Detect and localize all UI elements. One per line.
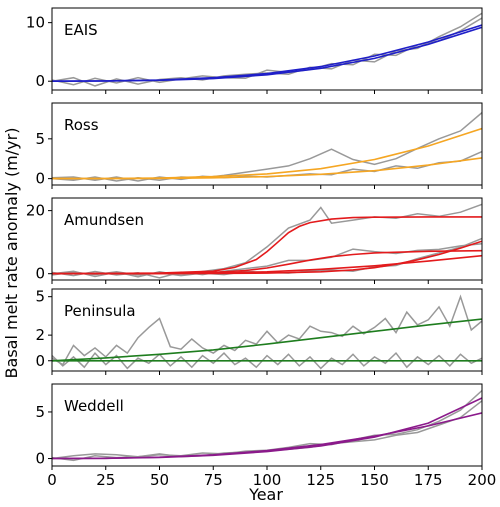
noise-series-3 xyxy=(52,237,482,277)
noise-series-2 xyxy=(52,351,482,370)
panel-label: Weddell xyxy=(64,397,124,415)
fit-curve-4 xyxy=(52,254,482,275)
y-tick-label: 0 xyxy=(35,170,45,188)
fit-curve-2 xyxy=(52,26,482,82)
x-tick-label: 125 xyxy=(306,471,335,489)
panel-label: Ross xyxy=(64,116,99,134)
plot-area xyxy=(52,389,482,462)
x-tick-label: 25 xyxy=(96,471,115,489)
x-tick-label: 50 xyxy=(150,471,169,489)
y-tick-label: 5 xyxy=(35,130,45,148)
x-tick-label: 150 xyxy=(360,471,389,489)
y-tick-label: 0 xyxy=(35,72,45,90)
panel-weddell: 0 5 Weddell 0 25 50 75 100 125 150 175 200 xyxy=(35,383,497,489)
panel-label: Peninsula xyxy=(64,302,136,320)
plot-area xyxy=(52,294,482,370)
y-tick-label: 2 xyxy=(35,326,45,344)
y-tick-label: 10 xyxy=(26,14,45,32)
fit-curve-1 xyxy=(52,318,482,362)
panel-amundsen: 0 20 Amundsen xyxy=(26,197,483,284)
panel-peninsula: 0 2 5 Peninsula xyxy=(35,288,483,375)
x-tick-label: 0 xyxy=(47,471,57,489)
y-tick-label: 0 xyxy=(35,352,45,370)
y-tick-label: 0 xyxy=(35,265,45,283)
y-axis-label: Basal melt rate anomaly (m/yr) xyxy=(2,128,21,379)
noise-series-1 xyxy=(52,112,482,182)
x-tick-label: 200 xyxy=(468,471,497,489)
x-tick-label: 175 xyxy=(414,471,443,489)
noise-series-1 xyxy=(52,294,482,366)
panel-ross: 0 5 Ross xyxy=(35,102,483,189)
y-tick-label: 5 xyxy=(35,288,45,306)
panel-frame xyxy=(51,102,483,186)
plot-area xyxy=(52,12,482,87)
plot-area xyxy=(52,112,482,182)
fit-curve-2 xyxy=(52,157,482,180)
fit-curve-2 xyxy=(52,412,482,460)
panel-eais: 0 10 EAIS xyxy=(26,7,483,94)
plot-area xyxy=(52,203,482,279)
panel-label: Amundsen xyxy=(64,211,144,229)
fit-curve-1 xyxy=(52,127,482,180)
y-tick-label: 0 xyxy=(35,450,45,468)
panel-label: EAIS xyxy=(64,21,98,39)
x-tick-label: 100 xyxy=(253,471,282,489)
y-tick-label: 20 xyxy=(26,202,45,220)
x-axis-label: Year xyxy=(248,485,283,504)
x-tick-label: 75 xyxy=(204,471,223,489)
y-tick-label: 5 xyxy=(35,403,45,421)
